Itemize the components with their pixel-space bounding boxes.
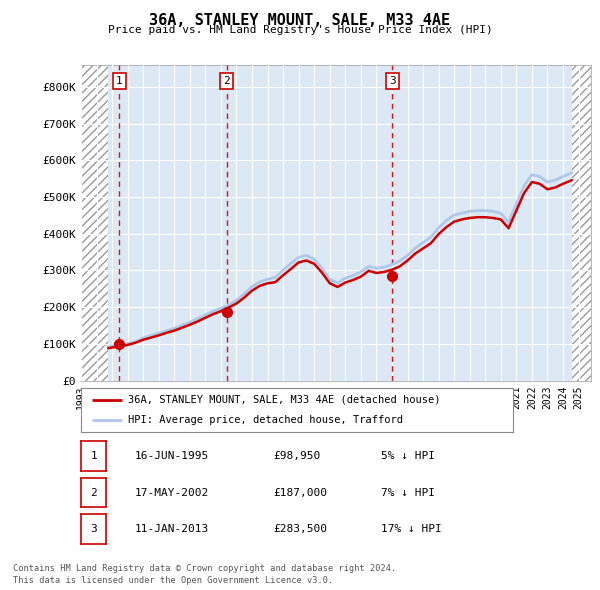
Text: 36A, STANLEY MOUNT, SALE, M33 4AE: 36A, STANLEY MOUNT, SALE, M33 4AE: [149, 13, 451, 28]
Text: Price paid vs. HM Land Registry's House Price Index (HPI): Price paid vs. HM Land Registry's House …: [107, 25, 493, 35]
Text: 7% ↓ HPI: 7% ↓ HPI: [381, 488, 435, 497]
Text: 2: 2: [223, 76, 230, 86]
Text: 3: 3: [389, 76, 396, 86]
Text: 2: 2: [90, 488, 97, 497]
Text: 3: 3: [90, 525, 97, 534]
Text: Contains HM Land Registry data © Crown copyright and database right 2024.: Contains HM Land Registry data © Crown c…: [13, 565, 397, 573]
Bar: [81, 65, 108, 381]
Text: 1: 1: [90, 451, 97, 461]
Text: 17-MAY-2002: 17-MAY-2002: [135, 488, 209, 497]
Text: 5% ↓ HPI: 5% ↓ HPI: [381, 451, 435, 461]
Text: £283,500: £283,500: [273, 525, 327, 534]
Text: 16-JUN-1995: 16-JUN-1995: [135, 451, 209, 461]
Text: 11-JAN-2013: 11-JAN-2013: [135, 525, 209, 534]
Text: HPI: Average price, detached house, Trafford: HPI: Average price, detached house, Traf…: [128, 415, 403, 425]
Text: £187,000: £187,000: [273, 488, 327, 497]
Text: £98,950: £98,950: [273, 451, 320, 461]
Text: 1: 1: [116, 76, 122, 86]
Text: 17% ↓ HPI: 17% ↓ HPI: [381, 525, 442, 534]
Text: This data is licensed under the Open Government Licence v3.0.: This data is licensed under the Open Gov…: [13, 576, 334, 585]
Bar: [572, 65, 591, 381]
Text: 36A, STANLEY MOUNT, SALE, M33 4AE (detached house): 36A, STANLEY MOUNT, SALE, M33 4AE (detac…: [128, 395, 440, 405]
